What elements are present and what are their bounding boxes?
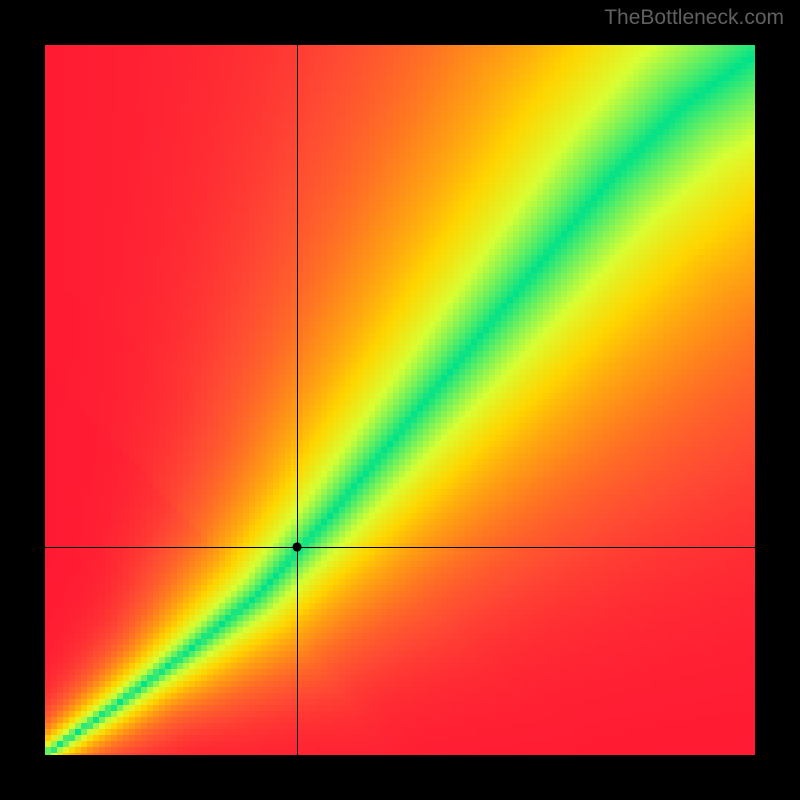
plot-area: [45, 45, 755, 755]
heatmap-canvas: [45, 45, 755, 755]
chart-frame: TheBottleneck.com: [0, 0, 800, 800]
attribution-text: TheBottleneck.com: [604, 6, 784, 30]
